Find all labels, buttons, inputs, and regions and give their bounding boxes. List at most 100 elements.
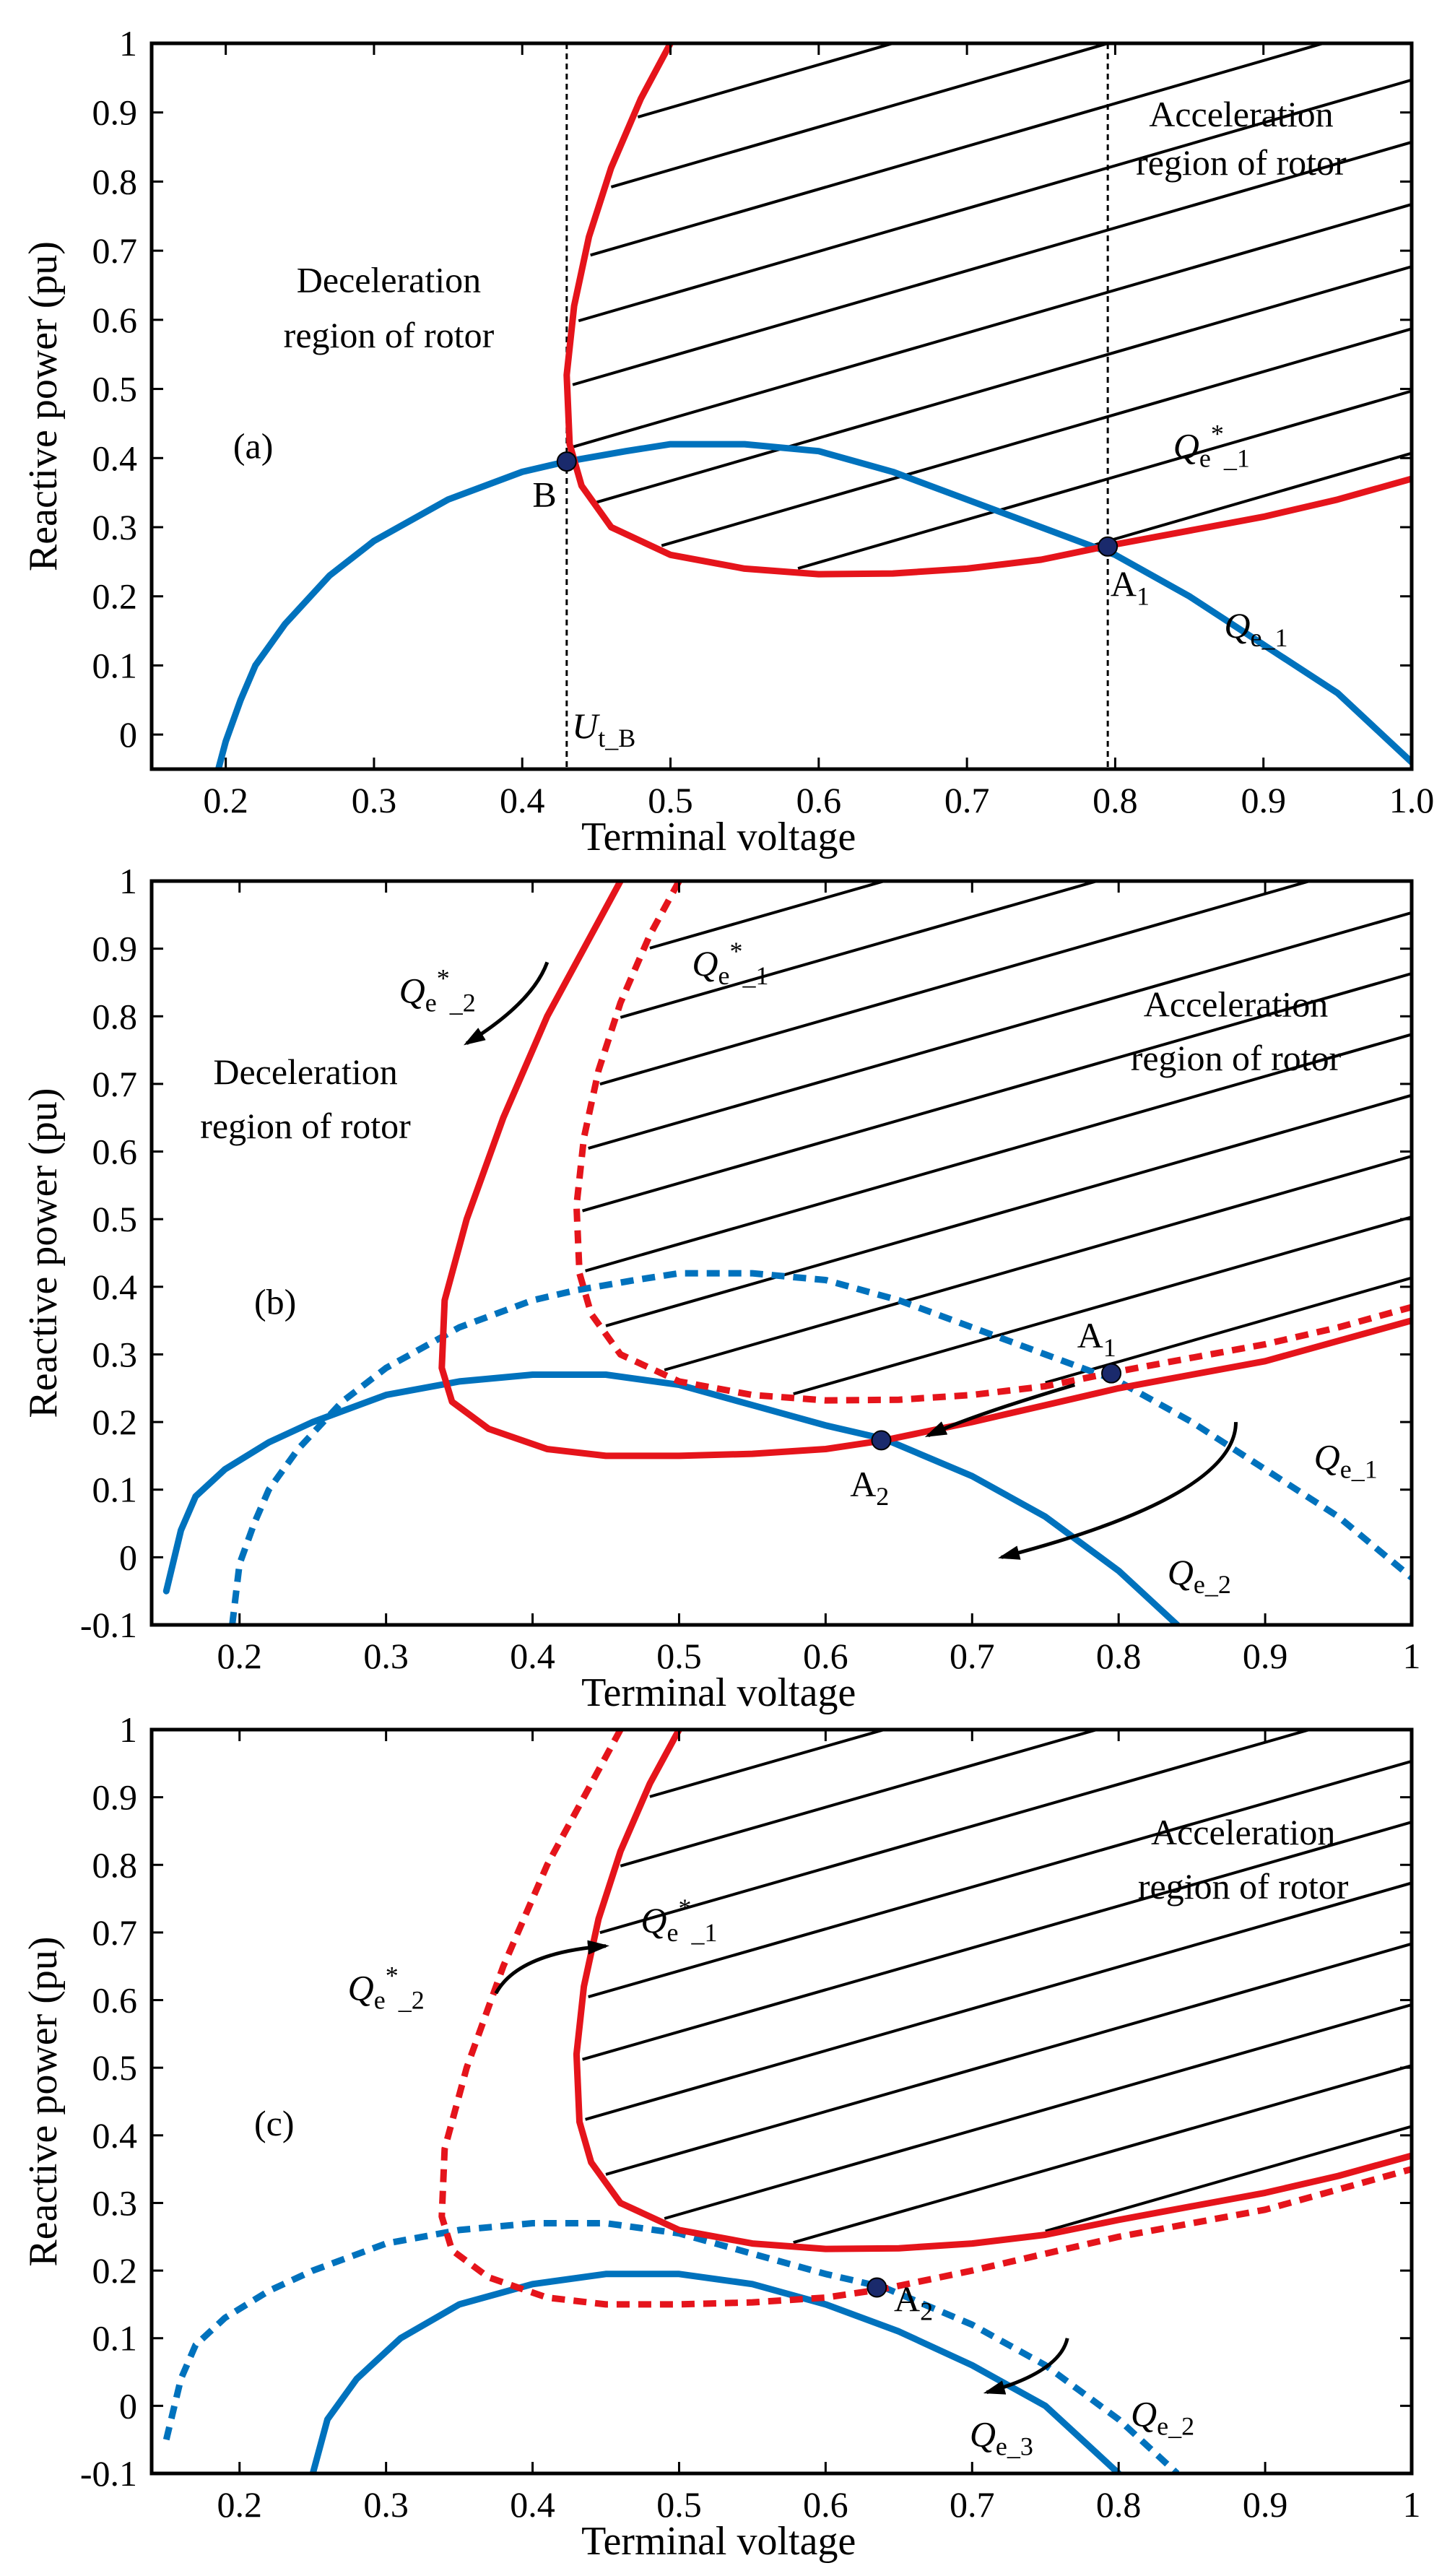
- point-A1: [1101, 1363, 1122, 1384]
- xtick-label: 0.4: [510, 2484, 555, 2525]
- series-Qe_1: [214, 441, 1412, 769]
- series-Qe_star_2: [438, 1730, 1412, 2308]
- hatch-line: [1045, 2125, 1412, 2233]
- ytick-label: 0.9: [92, 92, 138, 133]
- hatch-line: [620, 1730, 1103, 1868]
- xtick-label: 0.2: [203, 780, 248, 820]
- ytick-label: 0.2: [92, 1402, 138, 1442]
- annotation: Qe*_1: [1173, 419, 1250, 472]
- series-Qe_3: [309, 2271, 1122, 2473]
- ytick-label: 0.7: [92, 230, 138, 271]
- hatch-line: [572, 202, 1412, 448]
- ytick-label: 1: [119, 1709, 137, 1750]
- hatch-line: [567, 0, 1442, 13]
- xtick-label: 0.9: [1243, 1636, 1288, 1676]
- hatch-region: [576, 506, 1442, 1396]
- hatch-line: [664, 2003, 1412, 2220]
- annotation: Qe*_1: [692, 937, 768, 990]
- annotation: Acceleration: [1144, 984, 1328, 1024]
- ytick-label: 0.9: [92, 1777, 138, 1818]
- xtick-label: 0.7: [950, 2484, 995, 2525]
- hatch-line: [676, 43, 683, 45]
- ytick-label: 0.4: [92, 2115, 138, 2156]
- axes-box: [149, 41, 1414, 771]
- hatch-line: [599, 1730, 1315, 1935]
- ytick-label: 0.5: [92, 1199, 138, 1239]
- hatch-line: [596, 265, 1412, 504]
- annotation: Acceleration: [1151, 1812, 1335, 1852]
- hatch-line: [793, 1215, 1412, 1396]
- hatch-line: [610, 43, 1113, 188]
- xtick-label: 0.9: [1241, 780, 1286, 820]
- panel-a: 0.2 0.3 0.4 0.5 0.6 0.7 0.8 0.9 1.0 0 0.1 0.2 0.3 0.4…: [21, 0, 1442, 859]
- hatch-line: [793, 2064, 1412, 2245]
- arrow-0: [463, 961, 550, 1046]
- xtick-label: 0.5: [648, 780, 693, 820]
- hatch-line: [797, 389, 1412, 571]
- annotation: Acceleration: [1149, 94, 1333, 134]
- series-Qe_2: [162, 2220, 1180, 2473]
- ytick-label: 0.8: [92, 1844, 138, 1885]
- ytick-label: 0.4: [92, 1267, 138, 1307]
- annotation: Deceleration: [213, 1051, 397, 1092]
- x-axis-label: Terminal voltage: [581, 815, 856, 859]
- hatch-region: [581, 1730, 1412, 2245]
- xtick-label: 1.0: [1389, 780, 1435, 820]
- xtick-label: 1: [1403, 2484, 1421, 2525]
- xtick-label: 0.4: [510, 1636, 555, 1676]
- ytick-label: 0.6: [92, 300, 138, 340]
- series-Qe_star_1: [573, 881, 1412, 1404]
- ytick-label: 0.6: [92, 1132, 138, 1172]
- series-Qe_star_2: [438, 881, 1412, 1460]
- xtick-label: 0.8: [1096, 1636, 1142, 1676]
- xtick-label: 0.3: [363, 2484, 409, 2525]
- ytick-label: 1: [119, 861, 137, 901]
- annotation: Qe_3: [970, 2414, 1033, 2461]
- annotation: region of rotor: [1138, 1866, 1349, 1907]
- ytick-label: 0.3: [92, 507, 138, 547]
- annotation: Ut_B: [572, 706, 635, 753]
- arrow-1: [924, 1383, 1076, 1438]
- xtick-label: 0.5: [656, 2484, 702, 2525]
- hatch-line: [581, 972, 1412, 1213]
- annotation: region of rotor: [284, 315, 495, 355]
- annotation: A1: [1111, 564, 1150, 611]
- ytick-label: 0.8: [92, 996, 138, 1036]
- annotation: Qe_2: [1168, 1552, 1231, 1599]
- ytick-label: 0.7: [92, 1912, 138, 1953]
- point-A2: [871, 1430, 892, 1451]
- annotation: Qe_2: [1131, 2393, 1194, 2440]
- xtick-label: 0.5: [656, 1636, 702, 1676]
- ytick-label: -0.1: [80, 2453, 137, 2494]
- ytick-label: 0.1: [92, 2318, 138, 2359]
- annotation: (a): [233, 425, 274, 466]
- annotation: (b): [254, 1281, 296, 1322]
- ytick-label: 0.8: [92, 161, 138, 201]
- annotation: B: [532, 474, 556, 514]
- annotation: Qe*_2: [399, 964, 476, 1018]
- ytick-label: -0.1: [80, 1605, 137, 1645]
- xtick-label: 0.3: [352, 780, 397, 820]
- axes-box: [149, 879, 1414, 1627]
- annotation: Deceleration: [297, 260, 481, 300]
- hatch-line: [588, 911, 1412, 1150]
- annotation: A1: [1077, 1315, 1116, 1362]
- xtick-label: 0.9: [1243, 2484, 1288, 2525]
- annotation: A2: [850, 1464, 889, 1511]
- y-axis-label: Reactive power (pu): [21, 1088, 66, 1418]
- series-Qe_star_1: [563, 43, 1412, 578]
- hatch-line: [581, 1821, 1412, 2061]
- hatch-line: [599, 881, 1315, 1086]
- annotation: region of rotor: [1131, 1038, 1342, 1078]
- xtick-label: 0.3: [363, 1636, 409, 1676]
- axes-box: [149, 1727, 1414, 2476]
- xtick-label: 0.2: [217, 1636, 262, 1676]
- xtick-label: 0.7: [944, 780, 990, 820]
- ytick-label: 0.1: [92, 1470, 138, 1510]
- series-Qe_2: [162, 1371, 1181, 1625]
- hatch-line: [585, 1881, 1412, 2121]
- hatch-line: [576, 506, 1442, 786]
- hatch-line: [664, 1154, 1412, 1371]
- ytick-label: 0.5: [92, 2047, 138, 2088]
